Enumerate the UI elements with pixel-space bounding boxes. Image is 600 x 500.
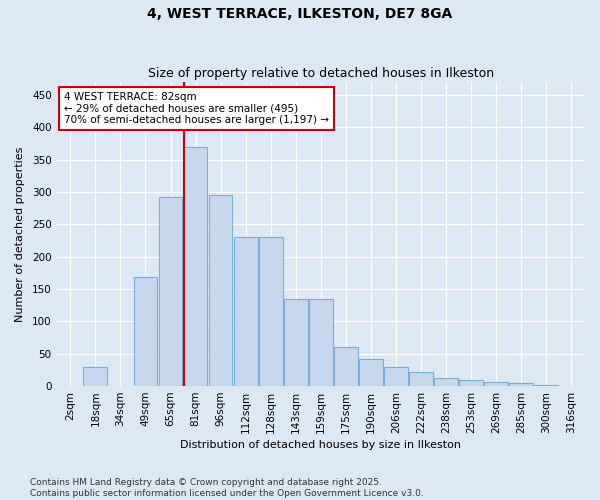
Bar [209, 196, 232, 386]
Bar [259, 238, 283, 386]
X-axis label: Distribution of detached houses by size in Ilkeston: Distribution of detached houses by size … [180, 440, 461, 450]
Bar [134, 278, 157, 386]
Y-axis label: Number of detached properties: Number of detached properties [15, 146, 25, 322]
Bar [459, 380, 483, 386]
Bar [158, 196, 182, 386]
Bar [509, 384, 533, 386]
Bar [184, 146, 208, 386]
Text: Contains HM Land Registry data © Crown copyright and database right 2025.
Contai: Contains HM Land Registry data © Crown c… [30, 478, 424, 498]
Bar [484, 382, 508, 386]
Bar [334, 348, 358, 386]
Bar [434, 378, 458, 386]
Bar [359, 359, 383, 386]
Bar [534, 385, 558, 386]
Title: Size of property relative to detached houses in Ilkeston: Size of property relative to detached ho… [148, 66, 494, 80]
Text: 4, WEST TERRACE, ILKESTON, DE7 8GA: 4, WEST TERRACE, ILKESTON, DE7 8GA [148, 8, 452, 22]
Text: 4 WEST TERRACE: 82sqm
← 29% of detached houses are smaller (495)
70% of semi-det: 4 WEST TERRACE: 82sqm ← 29% of detached … [64, 92, 329, 125]
Bar [83, 366, 107, 386]
Bar [284, 298, 308, 386]
Bar [384, 366, 408, 386]
Bar [409, 372, 433, 386]
Bar [309, 298, 332, 386]
Bar [234, 238, 257, 386]
